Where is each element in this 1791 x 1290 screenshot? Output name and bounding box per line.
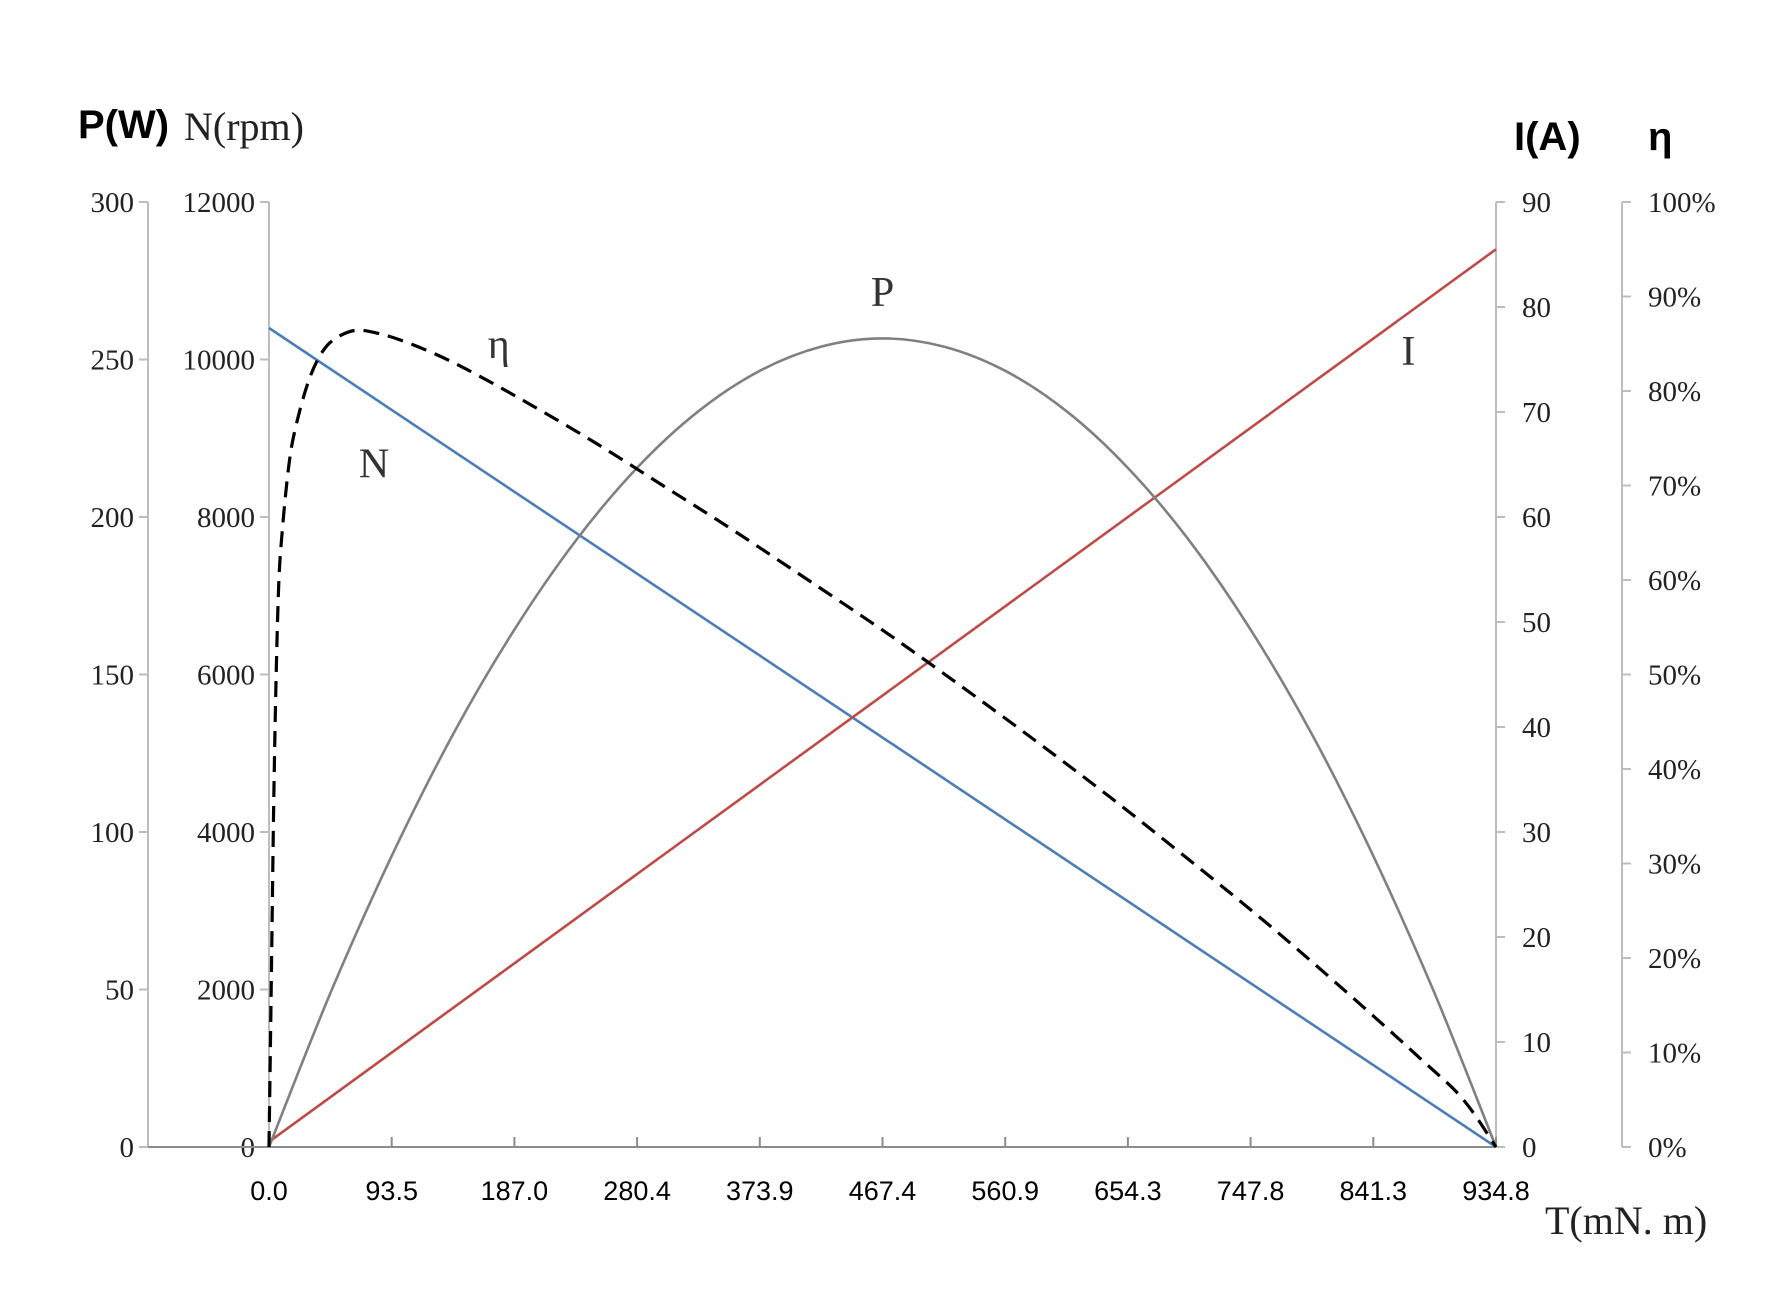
efficiency-tick-label: 70% (1648, 471, 1701, 503)
current-tick-label: 10 (1522, 1027, 1551, 1059)
power-axis-title: P(W) (78, 103, 169, 147)
torque-tick-label: 934.8 (1462, 1176, 1530, 1206)
efficiency-axis-title: η (1648, 115, 1672, 159)
torque-tick-label: 373.9 (726, 1176, 794, 1206)
efficiency-tick-label: 40% (1648, 754, 1701, 786)
power-tick-label: 50 (105, 975, 134, 1007)
efficiency-tick-label: 20% (1648, 943, 1701, 975)
series-line-p (267, 337, 1498, 1148)
current-tick-label: 80 (1522, 292, 1551, 324)
efficiency-tick-label: 60% (1648, 565, 1701, 597)
curve-label-p: P (871, 270, 894, 316)
curve-label-n: N (359, 442, 389, 488)
torque-tick-label: 280.4 (603, 1176, 671, 1206)
speed-axis-title: N(rpm) (184, 104, 304, 149)
torque-axis-title: T(mN. m) (1545, 1198, 1707, 1243)
torque-tick-label: 654.3 (1094, 1176, 1162, 1206)
power-tick-label: 200 (91, 502, 135, 534)
efficiency-tick-label: 80% (1648, 376, 1701, 408)
current-tick-label: 20 (1522, 922, 1551, 954)
power-tick-label: 0 (120, 1132, 135, 1164)
efficiency-tick-label: 10% (1648, 1038, 1701, 1070)
speed-tick-label: 8000 (197, 502, 255, 534)
speed-tick-label: 12000 (183, 187, 256, 219)
power-tick-label: 150 (91, 660, 135, 692)
power-tick-label: 300 (91, 187, 135, 219)
current-tick-label: 30 (1522, 817, 1551, 849)
speed-tick-label: 10000 (183, 345, 256, 377)
efficiency-tick-label: 100% (1648, 187, 1716, 219)
speed-tick-label: 4000 (197, 817, 255, 849)
curve-label-i: I (1401, 329, 1415, 375)
efficiency-tick-label: 50% (1648, 660, 1701, 692)
power-tick-label: 100 (91, 817, 135, 849)
labels-layer: P(W) N(rpm) I(A) η T(mN. m) Pη N I (78, 103, 1707, 1243)
torque-tick-label: 0.0 (250, 1176, 288, 1206)
speed-tick-label: 2000 (197, 975, 255, 1007)
torque-tick-label: 841.3 (1340, 1176, 1408, 1206)
series-layer (267, 248, 1498, 1149)
current-tick-label: 70 (1522, 397, 1551, 429)
efficiency-tick-label: 0% (1648, 1132, 1687, 1164)
current-tick-label: 40 (1522, 712, 1551, 744)
current-tick-label: 0 (1522, 1132, 1537, 1164)
speed-tick-label: 6000 (197, 660, 255, 692)
efficiency-tick-label: 30% (1648, 849, 1701, 881)
current-axis-title: I(A) (1514, 115, 1581, 159)
series-line-n (268, 326, 1497, 1149)
current-tick-label: 60 (1522, 502, 1551, 534)
torque-tick-label: 560.9 (971, 1176, 1039, 1206)
power-tick-label: 250 (91, 345, 135, 377)
curve-label-eta: η (488, 322, 510, 368)
torque-tick-label: 93.5 (365, 1176, 418, 1206)
torque-tick-label: 467.4 (849, 1176, 917, 1206)
axes-layer: 0 50 100 150 200 250 300 0 2000 4000 6000 8000 10000… (91, 187, 1716, 1206)
series-line-eta (267, 328, 1498, 1148)
torque-tick-label: 747.8 (1217, 1176, 1285, 1206)
series-line-i (268, 248, 1497, 1143)
current-tick-label: 50 (1522, 607, 1551, 639)
torque-tick-label: 187.0 (481, 1176, 549, 1206)
efficiency-tick-label: 90% (1648, 282, 1701, 314)
current-tick-label: 90 (1522, 187, 1551, 219)
